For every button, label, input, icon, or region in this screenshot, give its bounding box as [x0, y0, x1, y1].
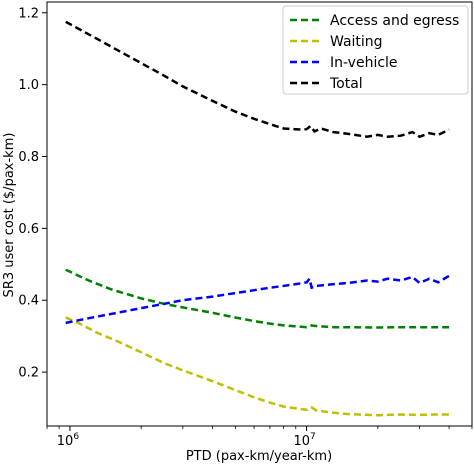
y-tick-label-4: 1.0 — [18, 78, 39, 93]
legend-label-2: In-vehicle — [330, 55, 398, 71]
series-line-1 — [65, 316, 450, 417]
legend-label-3: Total — [329, 76, 363, 92]
series-line-0 — [65, 268, 450, 329]
y-tick-label-2: 0.6 — [18, 222, 39, 237]
series-layer — [65, 20, 450, 417]
legend-frame — [282, 5, 469, 95]
x-tick-label-0: 106 — [57, 432, 80, 449]
y-ticks: 0.2 0.4 0.6 0.8 1.0 1.2 — [18, 6, 47, 381]
x-ticks: 106 107 — [46, 426, 473, 449]
y-tick-label-3: 0.8 — [18, 150, 39, 165]
x-axis-label: PTD (pax-km/year-km) — [186, 449, 332, 464]
y-tick-label-5: 1.2 — [18, 6, 39, 21]
y-tick-label-1: 0.4 — [18, 294, 39, 309]
y-tick-label-0: 0.2 — [18, 366, 39, 381]
legend: Access and egress Waiting In-vehicle Total — [282, 5, 469, 95]
y-axis-label: SR3 user cost ($/pax-km) — [2, 133, 17, 298]
legend-label-1: Waiting — [330, 34, 383, 50]
series-line-2 — [65, 274, 450, 325]
legend-label-0: Access and egress — [330, 13, 459, 29]
series-line-3 — [65, 20, 450, 139]
x-tick-label-1: 107 — [293, 432, 315, 449]
